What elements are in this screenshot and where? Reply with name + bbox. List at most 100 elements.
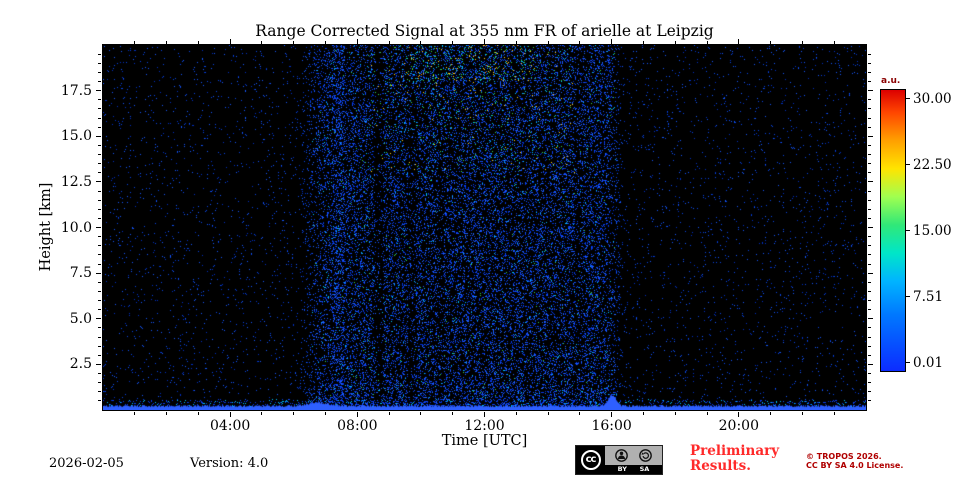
cc-logo-icon: cc	[576, 446, 605, 474]
x-minor-tick	[388, 412, 390, 415]
y-minor-tick-right	[868, 300, 871, 301]
colorbar-tick-mark	[906, 362, 910, 364]
y-minor-tick-right	[868, 354, 871, 356]
x-minor-tick-top	[579, 41, 581, 44]
y-minor-tick	[98, 245, 101, 247]
y-tick-mark-right	[868, 318, 873, 320]
y-tick-mark-right	[868, 363, 873, 365]
x-minor-tick-top	[325, 41, 327, 44]
x-minor-tick-top	[134, 41, 136, 44]
x-tick-mark	[484, 412, 485, 417]
heatmap-plot	[102, 44, 867, 411]
y-minor-tick	[98, 391, 101, 393]
chart-title: Range Corrected Signal at 355 nm FR of a…	[255, 22, 714, 40]
y-minor-tick	[98, 236, 101, 238]
cc-sa-label: SA	[639, 465, 650, 473]
y-minor-tick-right	[868, 208, 871, 210]
x-minor-tick-top	[261, 41, 263, 44]
y-minor-tick-right	[868, 309, 871, 311]
y-minor-tick-right	[868, 62, 871, 64]
x-axis-label: Time [UTC]	[441, 433, 528, 449]
y-minor-tick	[98, 263, 101, 265]
y-minor-tick	[98, 190, 101, 192]
y-minor-tick	[98, 281, 101, 283]
y-tick-mark	[96, 227, 101, 228]
heatmap-canvas	[103, 45, 866, 410]
y-minor-tick-right	[868, 117, 871, 119]
y-tick-mark-right	[868, 181, 873, 183]
y-minor-tick-right	[868, 108, 871, 110]
cc-icon-labels: BY SA	[605, 465, 662, 474]
y-minor-tick-right	[868, 382, 871, 384]
x-minor-tick	[134, 412, 136, 415]
y-minor-tick-right	[868, 190, 871, 192]
y-minor-tick-right	[868, 336, 871, 338]
x-minor-tick	[674, 412, 676, 415]
y-minor-tick-right	[868, 126, 871, 128]
y-minor-tick	[98, 309, 101, 311]
x-minor-tick	[706, 412, 708, 415]
y-tick-label: 17.5	[60, 82, 92, 99]
x-minor-tick	[293, 412, 295, 415]
y-tick-mark	[96, 363, 101, 365]
x-minor-tick-top	[420, 41, 422, 44]
x-minor-tick	[325, 412, 327, 415]
x-minor-tick	[833, 412, 835, 415]
colorbar-tick-label: 22.50	[913, 156, 952, 173]
y-minor-tick-right	[868, 144, 871, 146]
y-minor-tick-right	[868, 71, 871, 73]
x-minor-tick-top	[166, 41, 168, 44]
y-minor-tick-right	[868, 263, 871, 265]
y-minor-tick	[98, 354, 101, 356]
y-minor-tick-right	[868, 400, 871, 402]
y-tick-label: 12.5	[60, 173, 92, 190]
y-minor-tick	[98, 154, 101, 155]
y-minor-tick-right	[868, 154, 871, 155]
preliminary-line-1: Preliminary	[690, 443, 780, 459]
y-axis-label: Height [km]	[38, 182, 54, 272]
x-tick-label: 20:00	[718, 418, 760, 434]
y-minor-tick-right	[868, 373, 871, 374]
y-minor-tick	[98, 108, 101, 110]
y-minor-tick	[98, 117, 101, 119]
x-minor-tick-top	[293, 41, 295, 44]
y-minor-tick-right	[868, 290, 871, 292]
x-tick-mark-top	[738, 39, 740, 44]
x-tick-mark	[611, 412, 613, 417]
y-tick-label: 15.0	[60, 128, 92, 145]
y-minor-tick	[98, 254, 101, 256]
y-minor-tick	[98, 199, 101, 201]
x-minor-tick	[197, 412, 199, 415]
colorbar-unit-label: a.u.	[881, 76, 901, 86]
x-minor-tick-top	[706, 41, 708, 44]
y-tick-mark	[96, 181, 101, 183]
colorbar-tick-mark	[906, 98, 910, 100]
y-minor-tick	[98, 126, 101, 128]
y-minor-tick-right	[868, 327, 871, 329]
x-tick-label: 08:00	[337, 418, 378, 434]
x-tick-mark	[356, 412, 358, 417]
x-tick-mark	[229, 412, 231, 417]
y-tick-label: 7.5	[69, 265, 92, 282]
y-minor-tick	[98, 163, 101, 165]
y-minor-tick-right	[868, 391, 871, 393]
version-label: Version: 4.0	[190, 456, 269, 471]
y-tick-mark	[96, 135, 101, 137]
colorbar-tick-label: 30.00	[913, 90, 952, 107]
y-minor-tick	[98, 99, 101, 101]
x-tick-label: 04:00	[209, 418, 251, 434]
y-minor-tick	[98, 172, 101, 174]
x-minor-tick	[770, 412, 772, 415]
y-minor-tick-right	[868, 217, 871, 219]
x-minor-tick-top	[197, 41, 199, 44]
y-tick-mark-right	[868, 272, 873, 274]
x-tick-mark	[738, 412, 740, 417]
cc-by-sa-panel: BY SA	[605, 446, 662, 474]
x-minor-tick-top	[547, 41, 549, 44]
colorbar-tick-label: 0.01	[913, 354, 944, 371]
x-minor-tick	[642, 412, 644, 415]
x-minor-tick-top	[770, 41, 772, 44]
x-tick-mark-top	[229, 39, 231, 44]
cc-circle-icon: cc	[580, 450, 601, 470]
x-tick-label: 16:00	[591, 418, 632, 434]
